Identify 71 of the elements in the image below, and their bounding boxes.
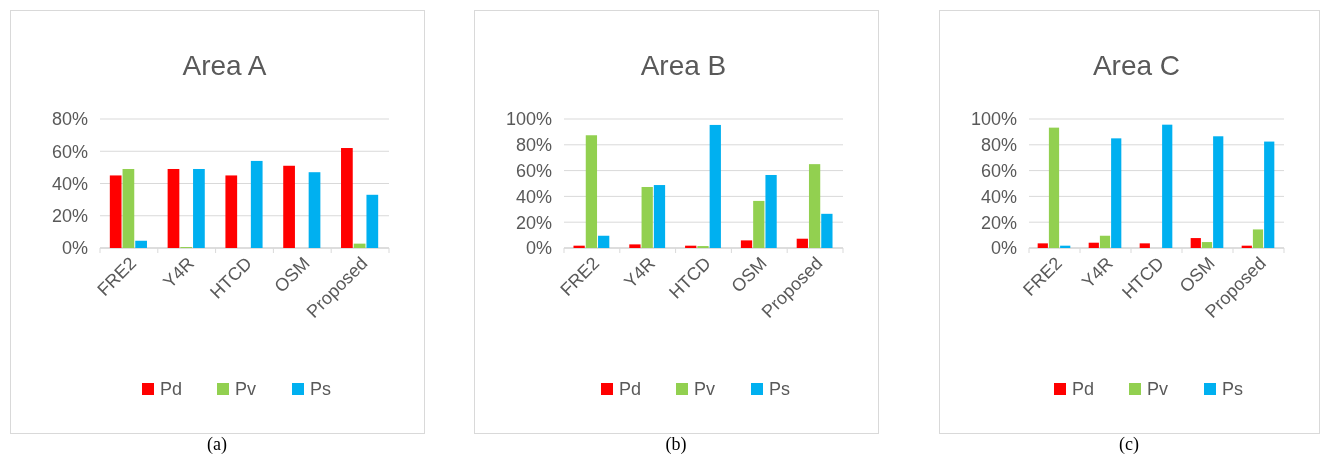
bar — [250, 160, 263, 248]
bar — [366, 194, 379, 248]
y-tick-label: 20% — [51, 206, 88, 227]
bar — [109, 175, 122, 248]
chart-title: Area B — [640, 50, 727, 81]
text: (c) — [1119, 434, 1139, 455]
y-tick-label: 40% — [980, 186, 1017, 207]
x-tick-label: Y4R — [1077, 253, 1117, 293]
legend-label: Pd — [619, 379, 642, 400]
y-tick-label: 80% — [515, 135, 552, 156]
bar — [308, 172, 321, 248]
bar — [1213, 136, 1224, 248]
legend-label: Ps — [310, 379, 332, 400]
bar — [1252, 229, 1264, 248]
y-tick-label: 0% — [61, 238, 88, 259]
text: (b) — [665, 434, 687, 455]
bar — [573, 245, 585, 248]
bar — [1048, 127, 1060, 248]
y-tick-label: 20% — [980, 212, 1017, 233]
y-tick-label: 60% — [980, 160, 1017, 181]
bar — [225, 175, 238, 248]
chart-title: Area A — [182, 50, 267, 81]
legend-label: Ps — [1222, 379, 1244, 400]
y-tick-label: 0% — [990, 238, 1017, 259]
legend-label: Pd — [1072, 379, 1095, 400]
bar — [341, 148, 353, 248]
bar — [1139, 243, 1150, 248]
y-tick-label: 100% — [505, 109, 552, 130]
bar — [753, 200, 765, 248]
text: (a) — [207, 434, 227, 455]
bar — [765, 174, 777, 248]
y-tick-label: 0% — [525, 238, 552, 259]
legend-label: Pv — [1147, 379, 1169, 400]
y-tick-label: 40% — [51, 173, 88, 194]
bar — [1111, 138, 1122, 248]
x-tick-label: Y4R — [159, 253, 198, 293]
y-tick-label: 100% — [970, 109, 1017, 130]
bar — [1190, 238, 1201, 248]
x-tick-label: Y4R — [620, 253, 659, 293]
legend-label: Pv — [235, 379, 257, 400]
legend-label: Pv — [694, 379, 716, 400]
bar — [808, 164, 821, 248]
bar — [193, 168, 205, 248]
y-tick-label: 40% — [515, 186, 552, 207]
bar — [1088, 242, 1099, 248]
bar — [653, 185, 666, 248]
legend-label: Pd — [160, 379, 183, 400]
bar — [585, 135, 598, 248]
legend-label: Ps — [769, 379, 791, 400]
bar — [167, 168, 180, 248]
bar — [135, 240, 147, 248]
y-tick-label: 60% — [51, 141, 88, 162]
bar — [1264, 141, 1275, 248]
chart-title: Area C — [1092, 50, 1181, 81]
bar — [796, 238, 808, 248]
y-tick-label: 80% — [980, 135, 1017, 156]
y-tick-label: 80% — [51, 109, 88, 130]
y-tick-label: 20% — [515, 212, 552, 233]
bar — [1099, 235, 1111, 248]
bar — [709, 124, 721, 248]
bar — [1037, 243, 1048, 248]
bar — [641, 186, 653, 248]
bar — [598, 235, 610, 248]
bar — [122, 168, 135, 248]
bar — [821, 213, 833, 248]
bar — [740, 240, 753, 248]
bar — [283, 165, 295, 248]
bar — [1201, 242, 1213, 248]
bar — [629, 244, 641, 248]
bar — [1162, 124, 1173, 248]
y-tick-label: 60% — [515, 160, 552, 181]
